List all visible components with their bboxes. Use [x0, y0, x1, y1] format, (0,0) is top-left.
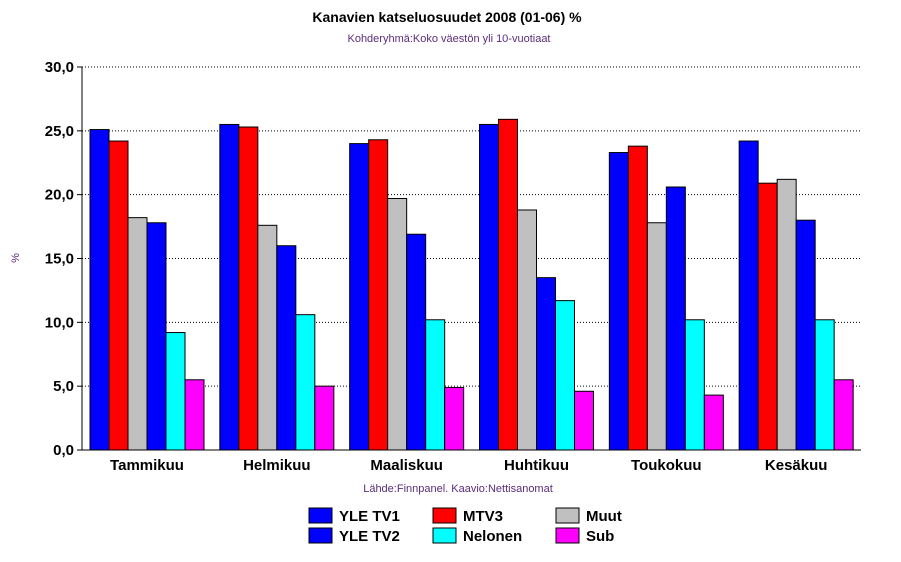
legend-label-nelonen: Nelonen [463, 528, 522, 545]
legend-label-sub: Sub [586, 528, 614, 545]
y-tick-label: 20,0 [45, 187, 74, 204]
bar-nelonen-3 [555, 300, 575, 451]
bar-muut-3 [517, 209, 537, 451]
y-tick-label: 5,0 [53, 378, 74, 395]
bar-nelonen-2 [425, 319, 446, 451]
bar-nelonen-5 [814, 319, 835, 451]
bar-sub-4 [703, 394, 724, 451]
bar-mtv3-2 [368, 139, 389, 451]
axes: 0,0 5,0 10,0 15,0 20,0 25,0 30,0 Tammikuu Helmik… [45, 59, 861, 474]
chart-title: Kanavien katseluosuudet 2008 (01-06) % [312, 9, 582, 25]
bar-mtv3-3 [498, 118, 518, 451]
y-tick-label: 25,0 [45, 123, 74, 140]
x-tick-label: Kesäkuu [765, 457, 828, 474]
bar-yle-tv1-3 [479, 123, 499, 451]
bar-sub-0 [184, 379, 205, 451]
x-tick-label: Maaliskuu [370, 457, 443, 474]
legend: YLE TV1 MTV3 Muut YLE TV2 Nelonen Sub [308, 507, 622, 545]
bar-nelonen-4 [684, 319, 705, 451]
legend-swatch-sub [555, 527, 580, 544]
bar-yle-tv2-0 [146, 222, 167, 451]
bar-mtv3-4 [627, 145, 648, 451]
y-tick-label: 10,0 [45, 314, 74, 331]
legend-label-mtv3: MTV3 [463, 508, 503, 525]
bar-muut-5 [776, 178, 797, 451]
bar-muut-4 [646, 222, 667, 451]
bar-yle-tv1-5 [738, 140, 759, 451]
bar-muut-0 [127, 217, 148, 451]
bar-yle-tv1-0 [89, 129, 110, 451]
gridlines [82, 66, 861, 387]
bar-yle-tv2-2 [406, 233, 427, 451]
chart-subtitle: Kohderyhmä:Koko väestön yli 10-vuotiaat [347, 33, 550, 45]
bar-yle-tv2-3 [536, 277, 556, 451]
y-tick-label: 30,0 [45, 59, 74, 76]
x-tick-label: Huhtikuu [504, 457, 569, 474]
bar-muut-1 [257, 224, 278, 451]
bar-sub-3 [574, 390, 594, 451]
bar-yle-tv2-5 [795, 219, 816, 451]
bar-mtv3-1 [238, 126, 259, 451]
legend-label-muut: Muut [586, 508, 622, 525]
legend-swatch-nelonen [432, 527, 457, 544]
x-tick-label: Helmikuu [243, 457, 311, 474]
y-axis-label: % [10, 253, 22, 263]
bar-yle-tv2-4 [665, 186, 686, 451]
bar-sub-5 [833, 379, 854, 451]
x-tick-label: Tammikuu [110, 457, 184, 474]
legend-swatch-mtv3 [432, 507, 457, 524]
bar-sub-1 [314, 385, 335, 451]
legend-swatch-muut [555, 507, 580, 524]
y-tick-label: 15,0 [45, 251, 74, 268]
bar-yle-tv2-1 [276, 245, 297, 451]
legend-swatch-yle-tv2 [308, 527, 333, 544]
bar-yle-tv1-4 [608, 152, 629, 451]
bar-yle-tv1-1 [219, 123, 240, 451]
chart-source: Lähde:Finnpanel. Kaavio:Nettisanomat [363, 483, 553, 495]
bars [89, 118, 854, 451]
bar-sub-2 [444, 386, 465, 451]
bar-muut-2 [387, 197, 408, 451]
bar-nelonen-1 [295, 314, 316, 451]
bar-yle-tv1-2 [349, 143, 370, 451]
legend-swatch-yle-tv1 [308, 507, 333, 524]
bar-mtv3-5 [757, 182, 778, 451]
bar-nelonen-0 [165, 332, 186, 451]
x-tick-label: Toukokuu [631, 457, 702, 474]
y-tick-label: 0,0 [53, 442, 74, 459]
legend-label-yle-tv2: YLE TV2 [339, 528, 400, 545]
legend-label-yle-tv1: YLE TV1 [339, 508, 400, 525]
bar-mtv3-0 [108, 140, 129, 451]
